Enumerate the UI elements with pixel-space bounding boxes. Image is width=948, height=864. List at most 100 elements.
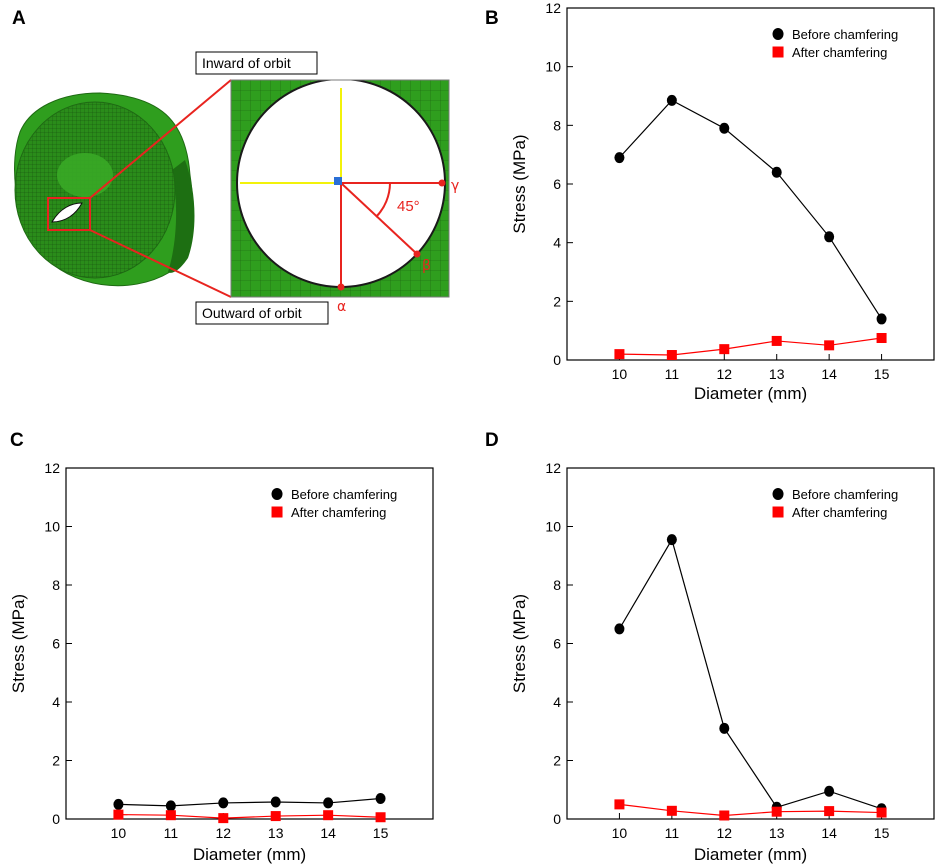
data-point-after xyxy=(719,344,730,355)
data-point-after xyxy=(824,340,835,351)
beta-radius xyxy=(340,182,418,255)
x-tick-label: 12 xyxy=(716,366,732,382)
x-axis-title: Diameter (mm) xyxy=(694,384,807,403)
beta-point xyxy=(413,250,421,258)
chart-panel-b: B 0 2 4 6 8 10 12 10 11 12 13 14 15 Diameter (mm) Stres… xyxy=(485,0,935,403)
data-point-after xyxy=(666,805,677,816)
data-point-before xyxy=(375,793,386,805)
data-point-after xyxy=(270,811,281,822)
data-point-after xyxy=(218,813,229,824)
series-line-before xyxy=(118,797,381,807)
data-point-before xyxy=(824,785,835,797)
angle-label: 45° xyxy=(397,198,420,215)
x-tick-label: 12 xyxy=(215,825,231,841)
y-tick-label: 0 xyxy=(52,811,60,827)
series-line-after xyxy=(118,814,381,819)
data-point-after xyxy=(771,335,782,346)
series-line-after xyxy=(619,803,882,817)
data-point-after xyxy=(614,799,625,810)
x-tick-label: 11 xyxy=(164,825,179,841)
x-tick-label: 11 xyxy=(665,825,680,841)
panel-a: A 45° β γ α xyxy=(12,8,459,325)
data-point-after xyxy=(113,809,124,820)
angle-arc xyxy=(375,182,391,218)
plot-frame xyxy=(566,467,935,820)
x-axis-title: Diameter (mm) xyxy=(193,845,306,864)
data-point-before xyxy=(614,152,625,164)
y-tick-label: 8 xyxy=(553,577,561,593)
panel-a-letter: A xyxy=(12,8,26,29)
y-axis-title: Stress (MPa) xyxy=(9,594,28,693)
data-point-before xyxy=(218,797,229,809)
plot-frame xyxy=(65,467,434,820)
data-point-after xyxy=(719,810,730,821)
y-tick-label: 2 xyxy=(52,753,60,769)
y-tick-label: 6 xyxy=(553,636,561,652)
legend-label: After chamfering xyxy=(792,45,887,60)
data-point-before xyxy=(165,800,176,812)
data-point-before xyxy=(666,534,677,546)
x-tick-label: 13 xyxy=(769,825,785,841)
x-tick-label: 14 xyxy=(821,366,837,382)
x-tick-label: 13 xyxy=(769,366,785,382)
gamma-label: γ xyxy=(451,178,459,194)
legend-label: After chamfering xyxy=(291,505,386,520)
y-tick-label: 4 xyxy=(52,694,60,710)
data-point-before xyxy=(719,122,730,134)
y-tick-label: 8 xyxy=(52,577,60,593)
data-point-before xyxy=(771,166,782,178)
data-point-before xyxy=(270,796,281,808)
data-point-after xyxy=(876,333,887,343)
chart-panel-c: C 0 2 4 6 8 10 12 10 11 12 13 14 15 Diameter (mm) Stres… xyxy=(9,430,434,864)
y-axis-title: Stress (MPa) xyxy=(510,134,529,233)
orbital-implant-model xyxy=(14,92,195,287)
zoom-line-top xyxy=(89,79,232,199)
zoom-line-bottom xyxy=(89,229,232,298)
legend-marker-before xyxy=(271,488,283,500)
data-point-before xyxy=(824,231,835,243)
data-point-before xyxy=(113,798,124,810)
data-point-after xyxy=(876,807,887,818)
center-point xyxy=(334,177,342,185)
legend-marker-after xyxy=(271,506,283,518)
y-tick-label: 12 xyxy=(44,460,60,476)
y-tick-label: 10 xyxy=(44,519,60,535)
outward-label-box xyxy=(195,301,329,325)
x-tick-label: 11 xyxy=(665,366,680,382)
panel-letter: C xyxy=(10,430,24,451)
data-point-after xyxy=(614,349,625,360)
x-tick-label: 10 xyxy=(111,825,127,841)
data-point-before xyxy=(614,623,625,635)
legend-marker-after xyxy=(772,506,784,518)
data-point-after xyxy=(824,806,835,817)
plot-frame xyxy=(566,7,935,361)
inward-label: Inward of orbit xyxy=(202,55,291,71)
zoomed-mesh-view: 45° β xyxy=(231,80,449,297)
y-tick-label: 0 xyxy=(553,352,561,368)
y-tick-label: 12 xyxy=(545,0,561,16)
x-tick-label: 14 xyxy=(821,825,837,841)
series-line-before xyxy=(618,538,882,810)
y-tick-label: 10 xyxy=(545,59,561,75)
chart-panel-d: D 0 2 4 6 8 10 12 10 11 12 13 14 15 Diameter (mm) Stres… xyxy=(485,430,935,864)
series-line-after xyxy=(619,337,882,356)
zoom-region-box xyxy=(47,197,91,231)
y-tick-label: 0 xyxy=(553,811,561,827)
x-tick-label: 10 xyxy=(612,366,628,382)
x-tick-label: 15 xyxy=(874,366,890,382)
data-point-after xyxy=(165,810,176,821)
legend-label: Before chamfering xyxy=(792,487,898,502)
y-tick-label: 2 xyxy=(553,753,561,769)
alpha-label: α xyxy=(337,299,346,315)
y-tick-label: 10 xyxy=(545,519,561,535)
panel-letter: B xyxy=(485,8,499,29)
legend-label: Before chamfering xyxy=(792,27,898,42)
series-line-before xyxy=(618,99,883,320)
beta-label: β xyxy=(422,258,431,274)
data-point-after xyxy=(375,812,386,823)
x-tick-label: 15 xyxy=(874,825,890,841)
y-tick-label: 6 xyxy=(52,636,60,652)
y-axis-title: Stress (MPa) xyxy=(510,594,529,693)
data-point-after xyxy=(771,806,782,817)
